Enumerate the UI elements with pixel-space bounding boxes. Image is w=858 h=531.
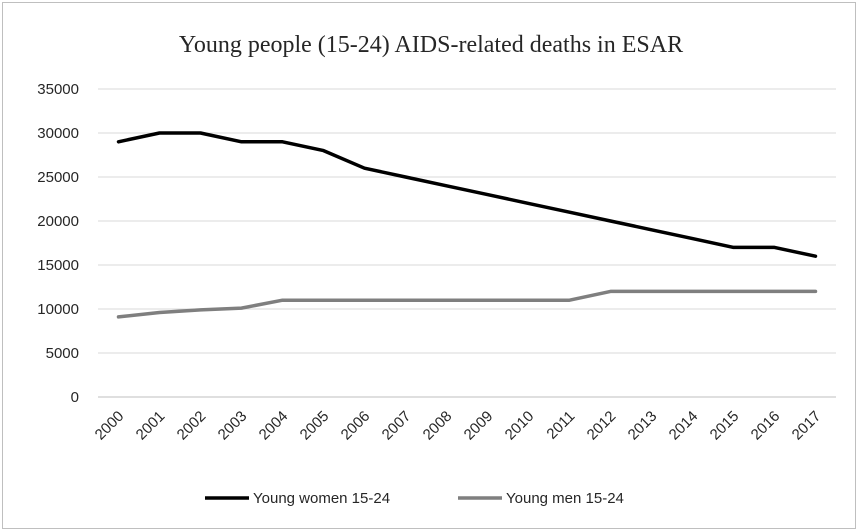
y-tick-label: 15000 (37, 257, 79, 274)
series-line-young-men (116, 289, 818, 319)
chart-title: Young people (15-24) AIDS-related deaths… (179, 32, 683, 58)
x-tick-label: 2000 (92, 408, 128, 444)
y-tick-label: 20000 (37, 213, 79, 230)
y-tick-label: 35000 (37, 81, 79, 98)
y-tick-label: 10000 (37, 301, 79, 318)
series-lines (116, 131, 818, 319)
x-tick-label: 2003 (215, 408, 251, 444)
x-tick-label: 2014 (666, 408, 702, 444)
x-tick-label: 2006 (338, 408, 374, 444)
legend: Young women 15-24 Young men 15-24 (205, 490, 624, 507)
gridlines (98, 88, 836, 398)
x-tick-label: 2007 (379, 408, 415, 444)
y-tick-label: 30000 (37, 125, 79, 142)
x-tick-label: 2001 (133, 408, 169, 444)
legend-label: Young men 15-24 (506, 490, 624, 507)
series-line-young-women (116, 131, 818, 258)
x-axis-ticks: 2000 2001 2002 2003 2004 2005 2006 2007 2008 2009… (92, 408, 825, 444)
y-tick-label: 5000 (46, 345, 79, 362)
legend-label: Young women 15-24 (253, 490, 390, 507)
y-axis-ticks: 0 5000 10000 15000 20000 25000 30000 35000 (37, 81, 79, 406)
x-tick-label: 2002 (174, 408, 210, 444)
x-tick-label: 2015 (707, 408, 743, 444)
x-tick-label: 2009 (461, 408, 497, 444)
x-tick-label: 2011 (543, 408, 578, 443)
x-tick-label: 2004 (256, 408, 292, 444)
x-tick-label: 2012 (584, 408, 620, 444)
x-tick-label: 2013 (625, 408, 661, 444)
x-tick-label: 2008 (420, 408, 456, 444)
x-tick-label: 2010 (502, 408, 538, 444)
x-tick-label: 2017 (789, 408, 825, 444)
x-tick-label: 2016 (748, 408, 784, 444)
y-tick-label: 0 (71, 389, 79, 406)
x-tick-label: 2005 (297, 408, 333, 444)
y-tick-label: 25000 (37, 169, 79, 186)
